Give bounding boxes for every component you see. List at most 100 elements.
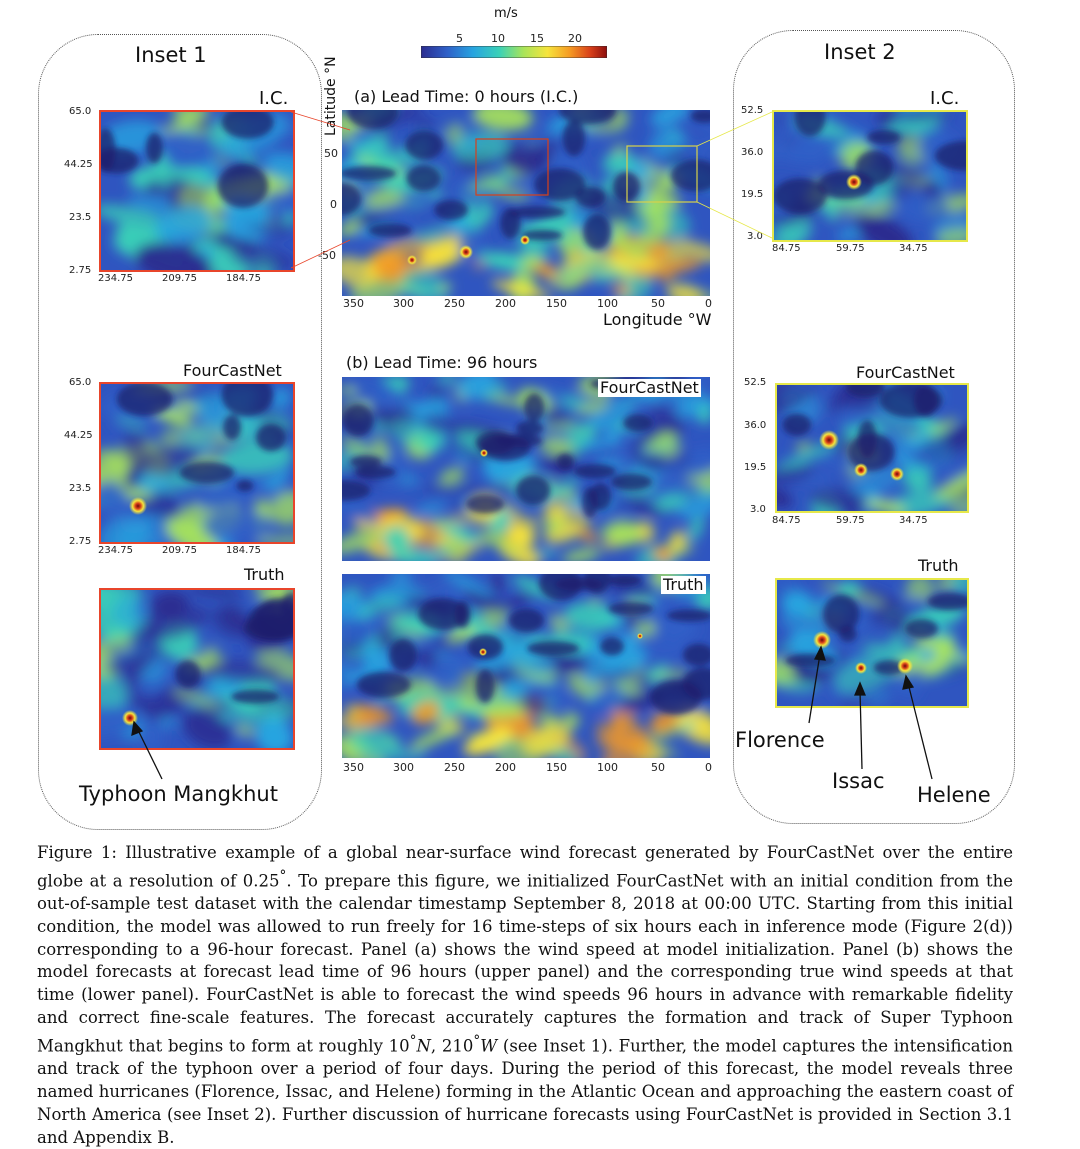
typhoon-arrowhead	[131, 720, 144, 737]
inset-1-lon-tick: 184.75	[226, 545, 261, 556]
inset-2-lat-tick: 3.0	[750, 504, 766, 515]
inset-1-connector	[290, 239, 351, 269]
figure: Inset 1 Inset 2 m/s 5 10 15 20 (a) Lead …	[38, 6, 1015, 830]
issac-arrowhead	[854, 681, 866, 696]
caption-degree: °	[279, 867, 287, 884]
inset-1-lon-tick: 234.75	[98, 273, 133, 284]
lat-tick: -50	[318, 249, 336, 262]
panel-a-map	[342, 110, 710, 296]
inset-1-lat-tick: 2.75	[69, 536, 92, 547]
helene-label: Helene	[917, 783, 991, 807]
colorbar-tick: 15	[530, 32, 544, 45]
inset-1-lat-tick: 65.0	[69, 377, 92, 388]
inset-2-fcn-label: FourCastNet	[856, 363, 955, 382]
wind-field-image	[101, 384, 293, 542]
main-highlight-yellow	[626, 145, 698, 203]
inset-2-connector	[696, 201, 773, 239]
inset-2-lat-tick: 52.5	[741, 105, 764, 116]
inset-1-ic-map	[99, 110, 295, 272]
wind-field-image	[777, 580, 967, 706]
lon-tick: 300	[393, 761, 414, 774]
caption-value: 210	[441, 1036, 474, 1056]
wind-field-image	[101, 112, 293, 270]
caption-unit: N	[416, 1036, 431, 1056]
inset-1-lat-tick: 23.5	[69, 212, 92, 223]
inset-2-frame	[733, 30, 1015, 824]
lon-tick: 0	[705, 297, 712, 310]
inset-1-fcn-label: FourCastNet	[183, 361, 282, 380]
helene-arrowhead	[902, 674, 915, 690]
inset-1-lat-tick: 44.25	[64, 430, 93, 441]
lon-tick: 150	[546, 761, 567, 774]
lon-tick: 200	[495, 761, 516, 774]
lon-tick: 150	[546, 297, 567, 310]
panel-a-title: (a) Lead Time: 0 hours (I.C.)	[354, 87, 579, 106]
colorbar	[421, 46, 607, 58]
colorbar-unit: m/s	[494, 6, 518, 21]
inset-2-ic-map	[772, 110, 968, 242]
inset-1-lon-tick: 234.75	[98, 545, 133, 556]
colorbar-tick: 10	[491, 32, 505, 45]
inset-1-lon-tick: 209.75	[162, 273, 197, 284]
inset-1-lat-tick: 2.75	[69, 265, 92, 276]
inset-1-lat-tick: 44.25	[64, 159, 93, 170]
inset-2-truth-label: Truth	[918, 556, 959, 575]
figure-caption: Figure 1: Illustrative example of a glob…	[37, 842, 1013, 1149]
issac-arrow	[859, 689, 863, 770]
inset-1-truth-map	[99, 588, 295, 750]
lon-tick: 100	[597, 297, 618, 310]
caption-text: . To prepare this figure, we initialized…	[37, 871, 1013, 1056]
wind-field-image	[101, 590, 293, 748]
caption-text: Figure 1: Illustrative example of a glob…	[37, 843, 1013, 891]
main-highlight-red	[475, 138, 549, 196]
inset-2-lon-tick: 84.75	[772, 515, 801, 526]
caption-unit: W	[480, 1036, 498, 1056]
inset-2-lon-tick: 34.75	[899, 515, 928, 526]
caption-comma: ,	[430, 1036, 437, 1056]
issac-label: Issac	[832, 769, 885, 793]
figure-overlay	[131, 111, 933, 780]
lon-tick: 300	[393, 297, 414, 310]
typhoon-arrow	[136, 727, 163, 780]
inset-2-forecast-map	[775, 383, 969, 513]
florence-arrow	[808, 653, 821, 724]
inset-2-lat-tick: 19.5	[741, 189, 764, 200]
caption-degree: °	[409, 1032, 417, 1049]
lon-tick: 50	[651, 297, 665, 310]
florence-arrowhead	[813, 645, 826, 661]
lat-tick: 50	[324, 147, 338, 160]
lon-tick: 100	[597, 761, 618, 774]
inset-1-lon-tick: 184.75	[226, 273, 261, 284]
inset-1-title: Inset 1	[135, 43, 207, 67]
caption-degree: °	[473, 1032, 481, 1049]
inset-2-lon-tick: 59.75	[836, 243, 865, 254]
inset-2-truth-map	[775, 578, 969, 708]
florence-label: Florence	[735, 728, 825, 752]
colorbar-tick: 20	[568, 32, 582, 45]
inset-1-ic-label: I.C.	[259, 88, 289, 109]
forecast-tag: FourCastNet	[598, 378, 701, 397]
wind-field-image	[342, 110, 710, 296]
inset-2-connector	[696, 111, 773, 147]
inset-2-ic-label: I.C.	[930, 88, 960, 109]
lon-tick: 50	[651, 761, 665, 774]
inset-2-lon-tick: 59.75	[836, 515, 865, 526]
inset-1-connector	[290, 111, 351, 131]
inset-2-lat-tick: 52.5	[744, 377, 767, 388]
inset-1-lon-tick: 209.75	[162, 545, 197, 556]
lon-tick: 200	[495, 297, 516, 310]
lon-tick: 250	[444, 761, 465, 774]
lon-tick: 250	[444, 297, 465, 310]
inset-2-lat-tick: 19.5	[744, 462, 767, 473]
inset-2-lon-tick: 34.75	[899, 243, 928, 254]
inset-1-frame	[38, 34, 322, 830]
panel-b-title: (b) Lead Time: 96 hours	[346, 353, 538, 372]
wind-field-image	[777, 385, 967, 511]
longitude-label: Longitude °W	[603, 310, 712, 329]
lon-tick: 350	[343, 761, 364, 774]
inset-2-lat-tick: 3.0	[747, 231, 763, 242]
colorbar-tick: 5	[456, 32, 463, 45]
inset-1-forecast-map	[99, 382, 295, 544]
inset-2-lat-tick: 36.0	[744, 420, 767, 431]
inset-1-lat-tick: 23.5	[69, 483, 92, 494]
